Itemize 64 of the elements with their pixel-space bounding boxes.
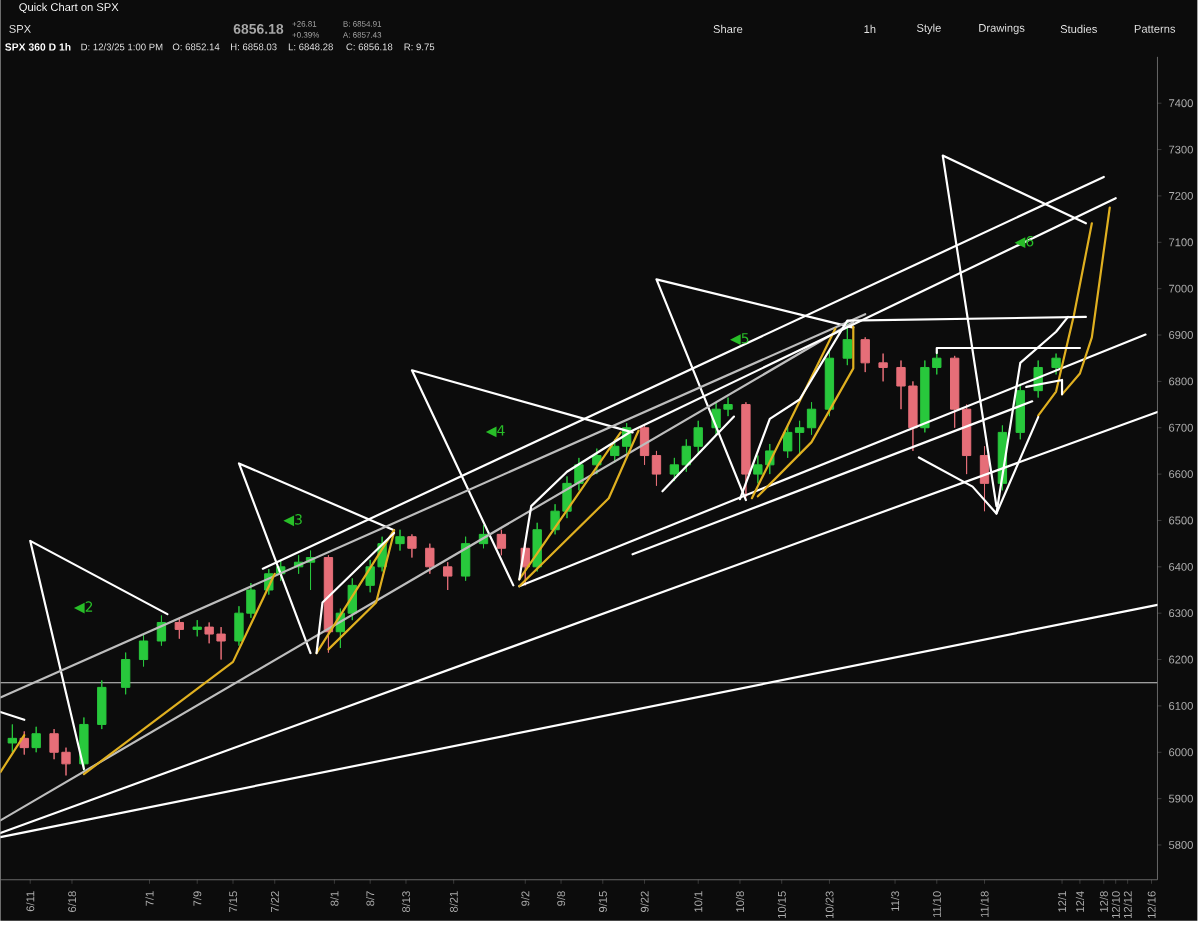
x-tick-label: 10/15: [777, 891, 786, 918]
text: D: 12/3/25 1:00 PM: [81, 43, 163, 51]
annotation: ◀5: [729, 332, 749, 345]
x-tick-label: 8/13: [401, 891, 411, 912]
y-tick-label: 6400: [1169, 562, 1193, 571]
y-tick-label: 7100: [1169, 238, 1193, 247]
x-tick-label: 11/10: [932, 891, 941, 917]
x-tick-label: 12/8: [1099, 891, 1108, 912]
text: C: 6856.18: [346, 43, 393, 51]
annotation: ◀2: [73, 601, 93, 614]
x-tick-label: 10/23: [825, 891, 834, 918]
y-tick-label: 6600: [1169, 469, 1193, 478]
x-tick-label: 12/4: [1075, 890, 1085, 912]
x-tick-label: 12/10: [1111, 891, 1120, 918]
y-tick-label: 6800: [1169, 377, 1193, 386]
text: Studies: [1060, 24, 1097, 33]
text: R: 9.75: [404, 43, 435, 51]
chart-title: Quick Chart on SPX: [19, 2, 119, 13]
x-tick-label: 6/11: [26, 891, 35, 911]
x-tick-label: 11/18: [980, 891, 989, 917]
x-tick-label: 9/15: [598, 891, 607, 912]
x-tick-label: 7/15: [228, 891, 238, 912]
y-tick-label: 6900: [1169, 330, 1193, 339]
y-tick-label: 6300: [1169, 609, 1193, 617]
x-tick-label: 8/21: [449, 891, 458, 912]
x-tick-label: 7/9: [193, 891, 202, 906]
x-tick-label: 9/8: [556, 891, 566, 906]
text: Patterns: [1134, 24, 1176, 33]
annotation: ◀4: [485, 425, 505, 438]
text: 1h: [864, 24, 876, 33]
text: Style: [916, 23, 941, 34]
y-tick-label: 5900: [1168, 794, 1193, 803]
x-tick-label: 7/1: [145, 891, 154, 906]
y-tick-label: 7400: [1169, 99, 1193, 107]
text: Drawings: [979, 23, 1025, 34]
y-tick-label: 6000: [1169, 748, 1193, 756]
text: O: 6852.14: [172, 43, 220, 51]
x-tick-label: 12/1: [1057, 891, 1067, 912]
x-tick-label: 8/7: [366, 891, 375, 906]
x-tick-label: 10/8: [735, 891, 745, 912]
x-tick-label: 7/22: [270, 891, 279, 912]
text: H: 6858.03: [231, 43, 277, 51]
x-tick-label: 12/16: [1147, 891, 1156, 918]
x-tick-label: 8/1: [330, 891, 339, 906]
x-tick-label: 6/18: [67, 891, 77, 912]
y-tick-label: 6700: [1169, 423, 1193, 432]
x-tick-label: 10/1: [694, 891, 703, 912]
x-tick-label: 12/12: [1123, 891, 1132, 918]
y-tick-label: 6500: [1169, 516, 1193, 525]
text: L: 6848.28: [288, 43, 333, 51]
annotation: ◀3: [283, 513, 302, 526]
x-tick-label: 11/3: [890, 891, 900, 911]
x-tick-label: 9/2: [521, 891, 530, 906]
text: Share: [713, 24, 743, 33]
x-tick-label: 9/22: [640, 891, 649, 912]
y-tick-label: 7000: [1169, 284, 1193, 293]
y-tick-label: 6100: [1169, 701, 1193, 710]
y-tick-label: 6200: [1169, 655, 1193, 664]
text: SPX: [9, 24, 31, 33]
text: SPX 360 D 1h: [5, 42, 71, 51]
y-tick-label: 5800: [1168, 840, 1193, 849]
text: 6856.18: [233, 23, 284, 34]
y-tick-label: 7300: [1169, 145, 1193, 154]
y-tick-label: 7200: [1169, 191, 1193, 200]
